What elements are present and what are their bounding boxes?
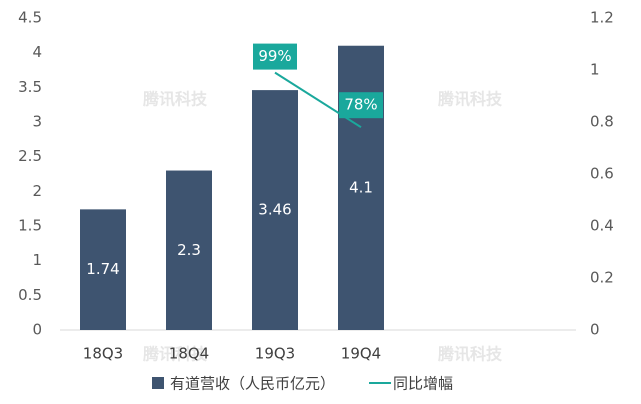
y2-tick-label: 1 <box>590 61 600 79</box>
y-tick-label: 2.5 <box>18 147 42 165</box>
line-label: 99% <box>258 47 291 65</box>
bar-label: 3.46 <box>258 201 291 219</box>
legend-swatch <box>152 377 164 389</box>
y-tick-label: 1 <box>32 251 42 269</box>
legend-label: 同比增幅 <box>393 375 453 393</box>
x-tick-label: 18Q4 <box>169 345 209 363</box>
label-box <box>339 92 383 119</box>
y-tick-label: 1.5 <box>18 217 42 235</box>
bar <box>166 170 212 330</box>
x-tick-label: 18Q3 <box>83 345 123 363</box>
bar-label: 2.3 <box>177 241 201 259</box>
y-tick-label: 4 <box>32 43 42 61</box>
y2-tick-label: 0.2 <box>590 269 614 287</box>
watermark: 腾讯科技 <box>438 345 503 364</box>
y2-tick-label: 0 <box>590 321 600 339</box>
watermark: 腾讯科技 <box>143 90 208 109</box>
line-label: 78% <box>344 96 377 114</box>
y-tick-label: 2 <box>32 182 42 200</box>
x-tick-label: 19Q3 <box>255 345 295 363</box>
y2-tick-label: 1.2 <box>590 9 614 27</box>
y-tick-label: 0.5 <box>18 286 42 304</box>
legend-label: 有道营收（人民币亿元） <box>170 375 335 393</box>
label-box <box>253 43 297 70</box>
watermark: 腾讯科技 <box>143 345 208 364</box>
y-tick-label: 3 <box>32 113 42 131</box>
y-tick-label: 4.5 <box>18 9 42 27</box>
y-tick-label: 0 <box>32 321 42 339</box>
bar-label: 1.74 <box>86 260 119 278</box>
bar <box>80 209 126 330</box>
y2-tick-label: 0.6 <box>590 165 614 183</box>
bar <box>252 90 298 331</box>
y2-tick-label: 0.8 <box>590 113 614 131</box>
y2-tick-label: 0.4 <box>590 217 614 235</box>
watermark: 腾讯科技 <box>438 90 503 109</box>
y-tick-label: 3.5 <box>18 78 42 96</box>
bar-label: 4.1 <box>349 178 373 196</box>
x-tick-label: 19Q4 <box>341 345 381 363</box>
